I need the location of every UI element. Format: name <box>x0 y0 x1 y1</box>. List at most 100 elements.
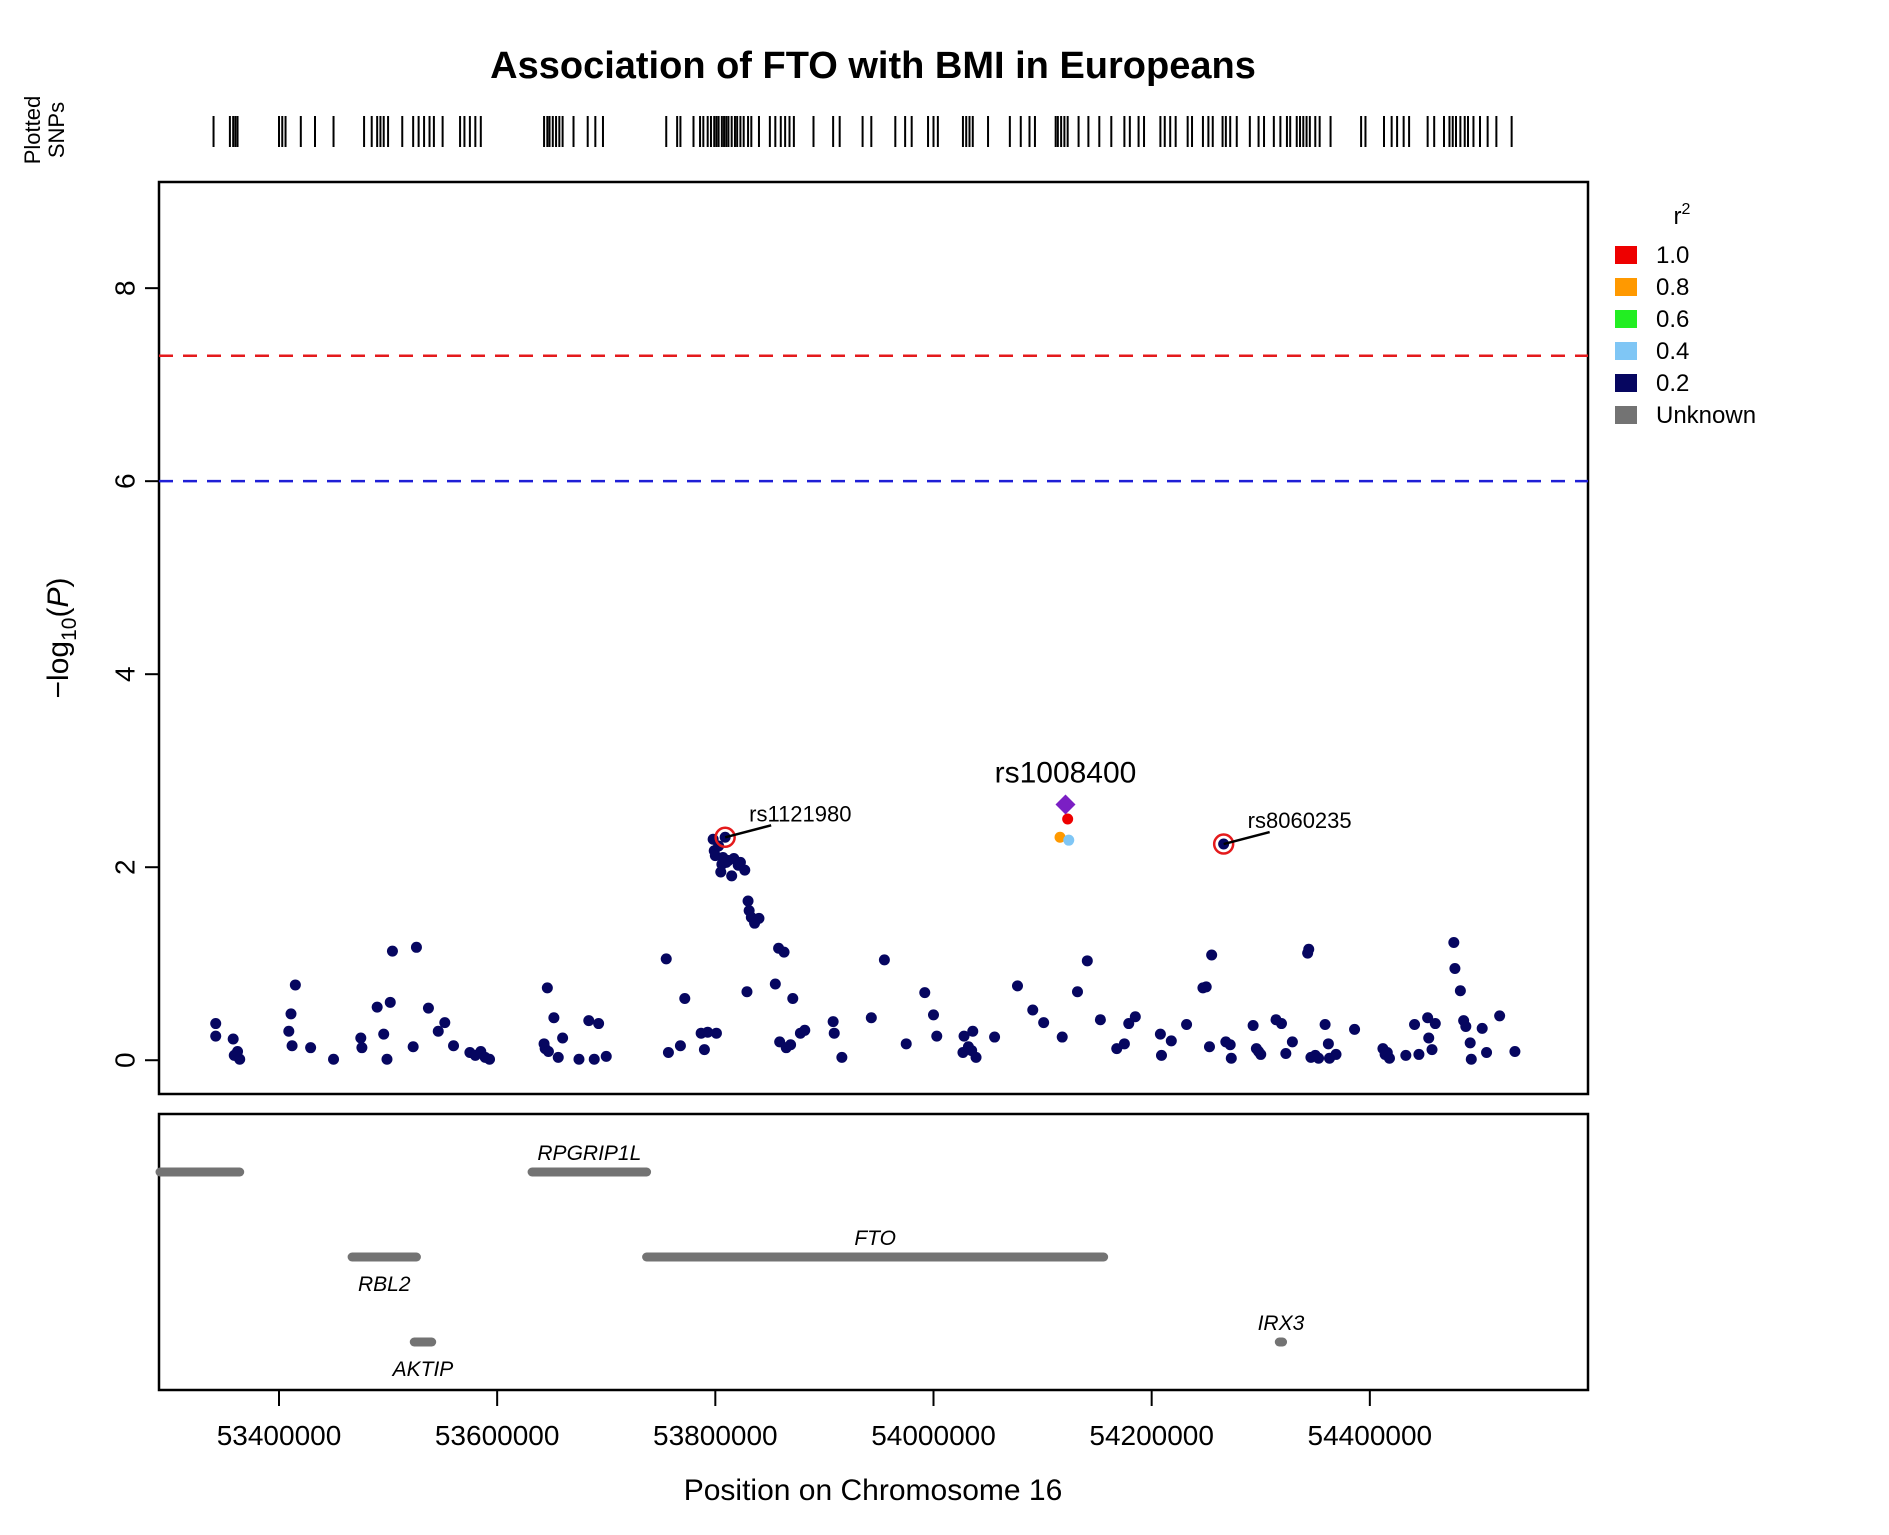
snp-point <box>484 1053 496 1065</box>
snp-point <box>739 864 751 876</box>
legend-label: Unknown <box>1656 402 1756 429</box>
snp-point <box>1303 943 1315 955</box>
snp-point <box>593 1018 605 1030</box>
snp-point <box>1286 1036 1298 1048</box>
lead-snp-label: rs1008400 <box>995 756 1137 789</box>
snp-point <box>1413 1048 1425 1060</box>
snp-point <box>1481 1047 1493 1059</box>
snp-point <box>384 996 396 1008</box>
snp-point <box>679 992 691 1004</box>
legend-swatch <box>1615 342 1637 360</box>
snp-point <box>1476 1022 1488 1034</box>
gene-track-panel: RPGRIP1L RBL2 FTO AKTIP IRX3 <box>155 1112 1590 1392</box>
snp-point <box>674 1040 686 1052</box>
snp-point <box>967 1025 979 1037</box>
snp-point <box>573 1053 585 1065</box>
snp-point <box>828 1027 840 1039</box>
y-tick-label: 0 <box>109 1052 140 1068</box>
gene-label-RBL2: RBL2 <box>358 1273 411 1296</box>
snp-point <box>799 1024 811 1036</box>
snp-point <box>970 1051 982 1063</box>
snp-point <box>787 992 799 1004</box>
main-plot-area: 0 2 4 6 8 rs1121980 rs8060235 rs1008400 <box>109 180 1590 1096</box>
snp-point <box>1448 936 1460 948</box>
snp-point <box>778 946 790 958</box>
snp-point <box>1200 981 1212 993</box>
snp-point <box>1165 1035 1177 1047</box>
snp-point <box>1038 1017 1050 1029</box>
snp-point <box>548 1012 560 1024</box>
snp-point <box>407 1041 419 1053</box>
legend-swatch <box>1615 310 1637 328</box>
snp-point <box>1422 1012 1434 1024</box>
snp-point <box>286 1040 298 1052</box>
snp-point <box>1224 1039 1236 1051</box>
snp-label-leader <box>1223 830 1270 846</box>
legend-swatch <box>1615 406 1637 424</box>
snp-point <box>836 1051 848 1063</box>
snp-point <box>927 1009 939 1021</box>
snp-point <box>552 1051 564 1063</box>
chart-title: Association of FTO with BMI in Europeans <box>490 45 1256 87</box>
gene-label-FTO: FTO <box>854 1227 896 1250</box>
snp-point <box>741 986 753 998</box>
snp-point <box>769 978 781 990</box>
snp-label-rs8060235: rs8060235 <box>1248 808 1352 833</box>
snp-point <box>289 979 301 991</box>
snp-point <box>381 1053 393 1065</box>
snp-point <box>1313 1052 1325 1064</box>
r2-legend: r2 1.0 0.8 0.6 0.4 0.2 Unknown <box>1615 201 1756 429</box>
y-tick-label: 8 <box>109 280 140 296</box>
snp-point <box>1494 1010 1506 1022</box>
snp-point <box>1319 1019 1331 1031</box>
snp-point <box>1409 1019 1421 1031</box>
snp-point <box>1118 1038 1130 1050</box>
snp-point <box>1247 1019 1259 1031</box>
snp-label-leader <box>724 824 772 839</box>
x-tick-label: 54200000 <box>1089 1420 1214 1451</box>
snp-point <box>865 1012 877 1024</box>
snp-point <box>660 953 672 965</box>
snp-point <box>1322 1038 1334 1050</box>
legend-swatch <box>1615 246 1637 264</box>
snp-point <box>1155 1049 1167 1061</box>
snp-point <box>662 1047 674 1059</box>
snp-point <box>1429 1018 1441 1030</box>
snp-point <box>827 1016 839 1028</box>
legend-title: r2 <box>1674 201 1691 230</box>
y-tick-label: 2 <box>109 859 140 875</box>
snp-point <box>713 840 725 852</box>
snp-point <box>386 945 398 957</box>
snp-point <box>726 870 738 882</box>
snp-point <box>285 1008 297 1020</box>
snp-point <box>448 1040 460 1052</box>
snp-point <box>1011 980 1023 992</box>
x-tick-label: 53600000 <box>435 1420 560 1451</box>
x-axis: 53400000 53600000 53800000 54000000 54200000… <box>217 1389 1433 1451</box>
gene-label-IRX3: IRX3 <box>1258 1312 1305 1335</box>
snp-point <box>1400 1049 1412 1061</box>
snp-point <box>355 1032 367 1044</box>
y-tick-label: 4 <box>109 666 140 682</box>
snp-point <box>583 1015 595 1027</box>
snp-point <box>1449 963 1461 975</box>
snp-points <box>210 813 1521 1065</box>
snp-point <box>1275 1018 1287 1030</box>
x-tick-label: 54400000 <box>1308 1420 1433 1451</box>
legend-label: 0.4 <box>1656 338 1689 365</box>
x-tick-label: 53800000 <box>653 1420 778 1451</box>
rug-label-line2: SNPs <box>44 102 69 158</box>
snp-point <box>900 1038 912 1050</box>
lead-snp-marker <box>1055 794 1076 815</box>
snp-point <box>1123 1018 1135 1030</box>
snp-point <box>1423 1032 1435 1044</box>
snp-point <box>1330 1048 1342 1060</box>
y-tick-label: 6 <box>109 473 140 489</box>
snp-point <box>432 1025 444 1037</box>
snp-point <box>410 941 422 953</box>
snp-point <box>542 1046 554 1058</box>
snp-point <box>919 987 931 999</box>
snp-point <box>710 1027 722 1039</box>
